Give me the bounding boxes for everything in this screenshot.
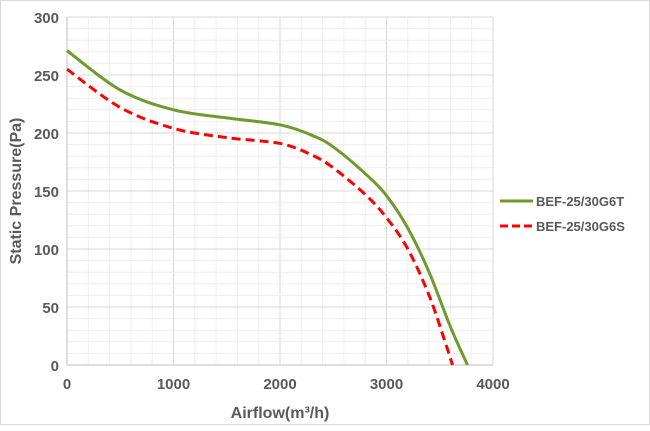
tick-labels: 0 1000 2000 3000 4000 0 50 100 150 200 250 300 (34, 10, 510, 393)
series-line-bef-25/30g6t (66, 49, 469, 366)
y-tick-label: 200 (34, 126, 59, 143)
series-lines (66, 49, 469, 366)
legend-label: BEF-25/30G6T (536, 194, 624, 209)
series-line-bef-25/30g6s (66, 67, 454, 366)
grid (66, 16, 494, 366)
y-tick-label: 100 (34, 242, 59, 259)
y-tick-label: 0 (51, 358, 59, 375)
y-axis-label: Static Pressure(Pa) (8, 118, 25, 265)
x-axis-label: Airflow(m³/h) (231, 405, 330, 422)
x-tick-label: 2000 (263, 376, 296, 393)
x-tick-label: 0 (63, 376, 71, 393)
y-tick-label: 150 (34, 184, 59, 201)
y-tick-label: 50 (42, 300, 59, 317)
y-tick-label: 300 (34, 10, 59, 27)
y-tick-label: 250 (34, 68, 59, 85)
legend-label: BEF-25/30G6S (536, 219, 625, 234)
legend: BEF-25/30G6T BEF-25/30G6S (500, 194, 625, 234)
x-tick-label: 3000 (370, 376, 403, 393)
x-tick-label: 1000 (157, 376, 190, 393)
x-tick-label: 4000 (476, 376, 509, 393)
